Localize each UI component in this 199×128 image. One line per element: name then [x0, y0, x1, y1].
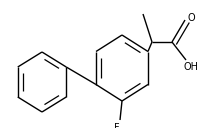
Text: OH: OH [183, 62, 198, 72]
Text: O: O [187, 13, 195, 23]
Text: F: F [114, 123, 120, 128]
